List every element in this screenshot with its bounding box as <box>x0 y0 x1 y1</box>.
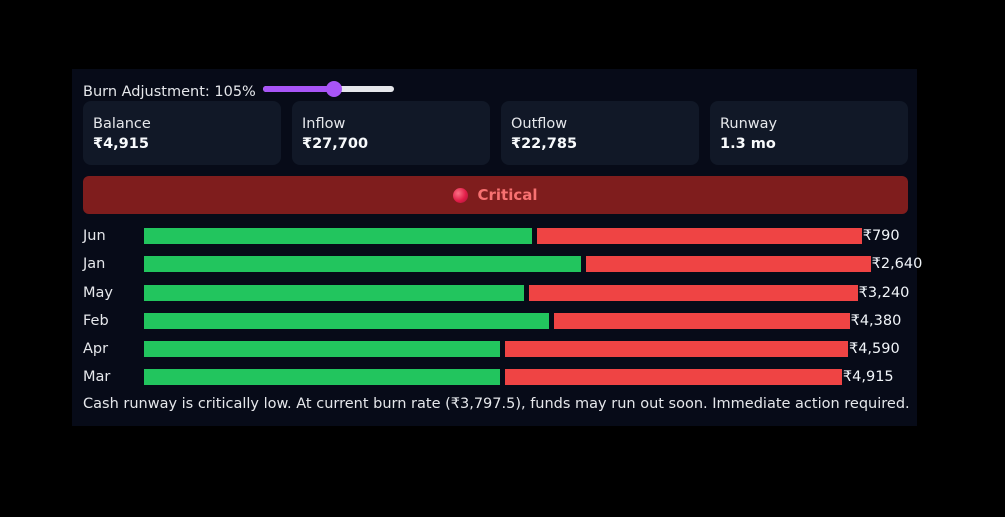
inflow-bar <box>144 284 525 301</box>
outflow-value: ₹22,785 <box>511 136 578 152</box>
burn-adjustment-control: Burn Adjustment: 105% <box>83 81 394 103</box>
inflow-card: Inflow ₹27,700 <box>292 101 490 165</box>
burn-adjustment-label: Burn Adjustment: 105% <box>83 84 256 100</box>
slider-fill <box>262 86 334 92</box>
red-circle-icon <box>453 187 469 203</box>
runway-message: Cash runway is critically low. At curren… <box>83 396 910 412</box>
inflow-label: Inflow <box>302 116 346 132</box>
balance-label: Balance <box>93 116 151 132</box>
inflow-bar <box>144 228 533 244</box>
outflow-card: Outflow ₹22,785 <box>501 101 699 165</box>
month-label: Mar <box>83 369 111 386</box>
outflow-bar <box>504 369 842 386</box>
month-row: Feb ₹4,380 <box>83 311 913 339</box>
inflow-value: ₹27,700 <box>302 136 369 152</box>
month-label: Apr <box>83 341 109 358</box>
outflow-bar <box>529 284 858 301</box>
slider-thumb[interactable] <box>325 81 342 97</box>
inflow-bar <box>144 369 500 386</box>
status-label: Critical <box>477 186 538 204</box>
outflow-label: Outflow <box>511 116 568 132</box>
runway-card: Runway 1.3 mo <box>710 101 908 165</box>
cashflow-panel: Burn Adjustment: 105% Balance ₹4,915 Inf… <box>72 69 922 426</box>
outflow-bar <box>504 341 848 358</box>
balance-value-label: ₹4,590 <box>848 341 900 358</box>
outflow-bar <box>537 228 862 244</box>
balance-card: Balance ₹4,915 <box>83 101 281 165</box>
status-banner: Critical <box>83 176 908 214</box>
balance-value-label: ₹2,640 <box>871 256 923 273</box>
burn-adjustment-slider[interactable] <box>262 81 394 97</box>
inflow-bar <box>144 341 500 358</box>
balance-value-label: ₹4,380 <box>850 312 902 329</box>
outflow-bar <box>585 256 871 273</box>
month-label: Jan <box>83 256 106 273</box>
month-row: May ₹3,240 <box>83 283 913 311</box>
runway-label: Runway <box>720 116 778 132</box>
outflow-bar <box>553 312 850 329</box>
month-label: May <box>83 284 113 301</box>
inflow-bar <box>144 256 581 273</box>
balance-value: ₹4,915 <box>93 136 149 152</box>
month-label: Jun <box>83 228 106 244</box>
inflow-bar <box>144 312 549 329</box>
balance-value-label: ₹790 <box>862 228 900 244</box>
month-row: Mar ₹4,915 <box>83 367 913 395</box>
month-row: Apr ₹4,590 <box>83 339 913 367</box>
balance-value-label: ₹4,915 <box>842 369 894 386</box>
summary-cards: Balance ₹4,915 Inflow ₹27,700 Outflow ₹2… <box>83 101 908 165</box>
month-row: Jan ₹2,640 <box>83 254 922 282</box>
runway-value: 1.3 mo <box>720 136 776 152</box>
month-row: Jun ₹790 <box>83 226 913 254</box>
balance-value-label: ₹3,240 <box>858 284 910 301</box>
month-label: Feb <box>83 312 109 329</box>
monthly-bars: Jun ₹790 Jan ₹2,640 May ₹3,240 Feb ₹4,380 Apr ₹4,… <box>83 226 922 396</box>
